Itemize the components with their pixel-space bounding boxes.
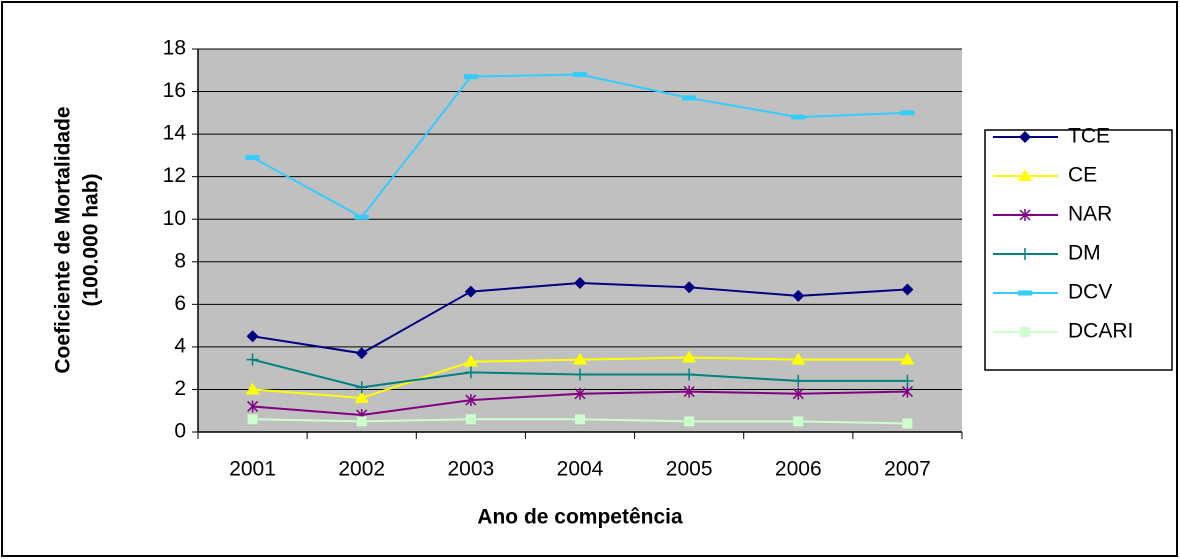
marker <box>574 368 586 381</box>
marker <box>901 385 913 398</box>
legend-label: DCV <box>1068 281 1112 304</box>
marker <box>354 214 369 220</box>
y-tick-label: 14 <box>163 122 187 145</box>
marker <box>464 366 477 379</box>
marker <box>574 387 586 400</box>
marker <box>356 416 367 427</box>
marker <box>792 374 805 387</box>
y-tick-label: 10 <box>163 207 186 230</box>
marker <box>247 400 259 413</box>
marker <box>683 385 695 398</box>
y-axis-label: Coeficiente de Mortalidade <box>52 106 75 373</box>
y-axis-label: (100.000 hab) <box>80 173 103 306</box>
marker <box>683 281 696 294</box>
legend-label: TCE <box>1068 125 1110 148</box>
legend <box>984 129 1173 371</box>
marker <box>791 114 806 120</box>
marker <box>902 418 913 429</box>
legend-label: DM <box>1068 242 1101 265</box>
marker <box>247 414 258 425</box>
marker <box>245 155 260 161</box>
x-tick-label: 2001 <box>229 458 276 481</box>
y-tick-label: 2 <box>174 377 186 400</box>
marker <box>573 72 587 78</box>
marker <box>246 330 259 343</box>
x-tick-label: 2006 <box>775 458 822 481</box>
marker <box>791 352 806 365</box>
y-tick-label: 8 <box>174 249 186 272</box>
x-tick-label: 2005 <box>666 458 713 481</box>
marker <box>1020 327 1030 337</box>
marker <box>682 350 697 363</box>
marker <box>354 390 369 403</box>
marker <box>573 352 587 365</box>
marker <box>575 414 585 425</box>
x-tick-label: 2002 <box>338 458 385 481</box>
marker <box>900 352 915 365</box>
marker <box>682 95 697 101</box>
marker <box>684 416 695 427</box>
plot-area <box>198 49 962 432</box>
legend-label: CE <box>1068 164 1097 187</box>
x-tick-label: 2003 <box>447 458 494 481</box>
marker <box>1019 131 1031 143</box>
x-axis-label: Ano de competência <box>477 506 683 529</box>
y-tick-label: 16 <box>163 79 186 102</box>
marker <box>792 289 805 302</box>
marker <box>463 74 478 80</box>
marker <box>1019 248 1031 260</box>
marker <box>246 353 259 366</box>
marker <box>465 394 477 407</box>
legend-label: DCARI <box>1068 320 1133 343</box>
marker <box>793 416 804 427</box>
marker <box>464 285 477 298</box>
y-tick-label: 18 <box>163 37 186 60</box>
legend-label: NAR <box>1068 203 1112 226</box>
marker <box>900 110 915 116</box>
marker <box>901 374 914 387</box>
marker <box>1019 209 1031 221</box>
marker <box>355 347 368 360</box>
y-tick-label: 12 <box>163 164 186 187</box>
marker <box>574 277 586 290</box>
marker <box>792 387 804 400</box>
x-tick-label: 2004 <box>557 458 604 481</box>
marker <box>355 381 368 394</box>
marker <box>1018 169 1032 181</box>
x-tick-label: 2007 <box>884 458 931 481</box>
marker <box>463 354 478 367</box>
y-tick-label: 0 <box>174 420 186 443</box>
marker <box>1018 290 1032 296</box>
marker <box>901 283 914 296</box>
marker <box>245 382 260 395</box>
y-tick-label: 4 <box>174 334 186 357</box>
y-tick-label: 6 <box>174 292 186 315</box>
marker <box>683 368 696 381</box>
marker <box>465 414 476 425</box>
